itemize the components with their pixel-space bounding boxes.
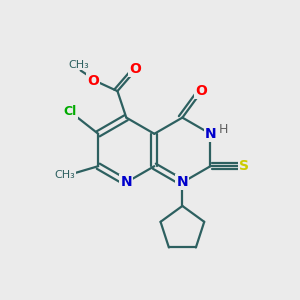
- Text: H: H: [219, 123, 228, 136]
- Text: O: O: [87, 74, 99, 88]
- Text: N: N: [177, 176, 188, 189]
- Text: N: N: [205, 127, 216, 141]
- Text: CH₃: CH₃: [69, 60, 90, 70]
- Text: O: O: [129, 62, 141, 76]
- Text: Cl: Cl: [64, 105, 77, 118]
- Text: S: S: [239, 159, 249, 173]
- Text: O: O: [196, 84, 208, 98]
- Text: CH₃: CH₃: [55, 170, 75, 180]
- Text: N: N: [121, 176, 132, 189]
